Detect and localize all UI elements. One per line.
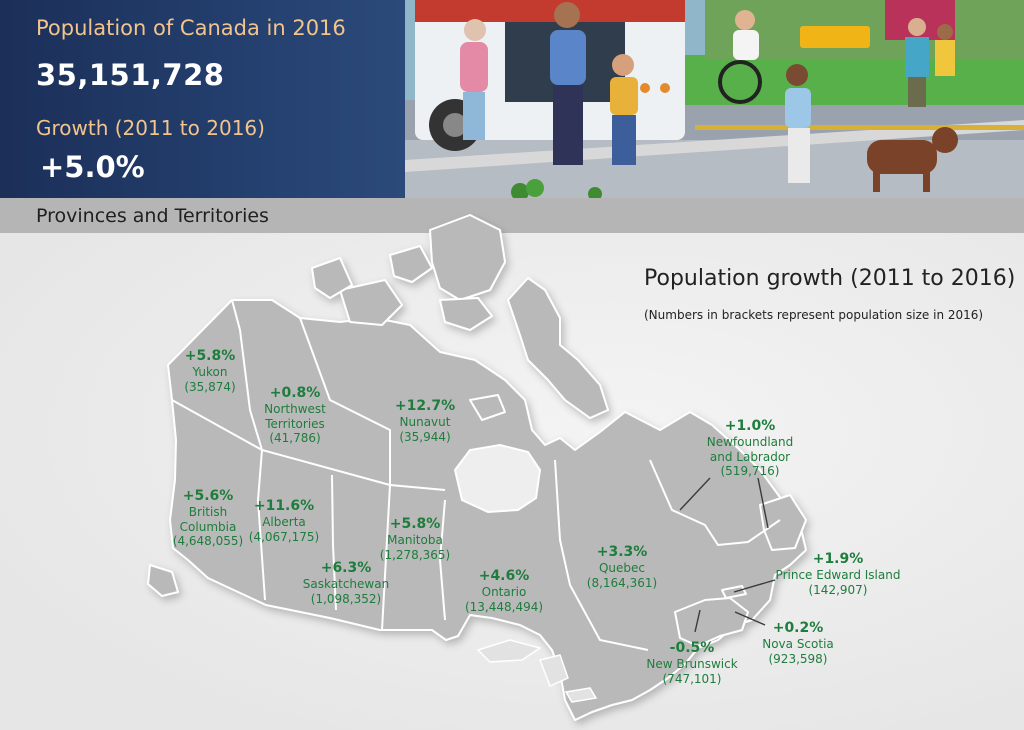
border-nwt-nunavut bbox=[299, 317, 391, 485]
border-alberta-sask bbox=[331, 474, 337, 611]
region-population: (747,101) bbox=[662, 671, 722, 686]
border-ontario-quebec bbox=[554, 459, 649, 651]
region-label-ns: +0.2% Nova Scotia (923,598) bbox=[762, 620, 834, 666]
region-population: (13,448,494) bbox=[464, 599, 544, 614]
region-population: (1,278,365) bbox=[379, 547, 451, 562]
lake-ontario bbox=[564, 687, 598, 703]
header-banner: Population of Canada in 2016 35,151,728 … bbox=[0, 0, 1024, 198]
region-name: Manitoba bbox=[387, 533, 443, 548]
header-panel bbox=[0, 0, 420, 198]
region-population: (35,874) bbox=[184, 379, 236, 394]
devon-island bbox=[439, 297, 493, 331]
arctic-island-small bbox=[389, 245, 433, 283]
legend-note: (Numbers in brackets represent populatio… bbox=[644, 308, 984, 322]
region-name: Nunavut bbox=[399, 415, 451, 430]
street-scene-illustration bbox=[405, 0, 1024, 198]
southampton-island bbox=[469, 394, 506, 421]
growth-pct: +6.3% bbox=[320, 560, 372, 576]
region-population: (519,716) bbox=[720, 464, 780, 479]
growth-pct: +5.8% bbox=[389, 516, 441, 532]
legend-title: Population growth (2011 to 2016) bbox=[644, 266, 1016, 291]
region-population: (41,786) bbox=[269, 431, 321, 446]
region-name: Prince Edward Island bbox=[775, 568, 901, 583]
section-band bbox=[0, 198, 1024, 233]
region-population: (1,098,352) bbox=[310, 591, 382, 606]
region-name: Ontario bbox=[481, 585, 527, 600]
growth-pct: +0.8% bbox=[269, 385, 321, 401]
region-population: (35,944) bbox=[399, 429, 451, 444]
region-label-nunavut: +12.7% Nunavut (35,944) bbox=[395, 398, 455, 444]
region-label-bc: +5.6% British Columbia (4,648,055) bbox=[173, 488, 243, 549]
population-total: 35,151,728 bbox=[36, 58, 225, 92]
growth-pct: +5.6% bbox=[182, 488, 234, 504]
banks-island bbox=[311, 257, 353, 299]
region-population: (142,907) bbox=[808, 582, 868, 597]
region-label-alberta: +11.6% Alberta (4,067,175) bbox=[249, 498, 319, 544]
region-name: British bbox=[188, 505, 228, 520]
section-title: Provinces and Territories bbox=[36, 205, 269, 227]
growth-pct: +1.0% bbox=[724, 418, 776, 434]
lake-superior bbox=[476, 639, 542, 663]
region-name: Saskatchewan bbox=[302, 577, 390, 592]
growth-pct: +4.6% bbox=[478, 568, 530, 584]
border-manitoba-ontario bbox=[438, 499, 446, 621]
region-label-manitoba: +5.8% Manitoba (1,278,365) bbox=[380, 516, 450, 562]
victoria-island bbox=[339, 279, 403, 326]
border-bc-alberta bbox=[256, 449, 266, 601]
region-label-saskatchewan: +6.3% Saskatchewan (1,098,352) bbox=[303, 560, 389, 606]
hudson-bay bbox=[453, 443, 542, 514]
ellesmere-island bbox=[429, 214, 506, 301]
leader-nl-island bbox=[757, 477, 769, 529]
region-population: (4,067,175) bbox=[248, 529, 320, 544]
region-population: (8,164,361) bbox=[586, 575, 658, 590]
growth-pct: +1.9% bbox=[812, 551, 864, 567]
growth-pct: +3.3% bbox=[596, 544, 648, 560]
region-label-ontario: +4.6% Ontario (13,448,494) bbox=[465, 568, 543, 614]
region-name: New Brunswick bbox=[646, 657, 738, 672]
growth-pct: +12.7% bbox=[394, 398, 456, 414]
leader-nb bbox=[694, 609, 701, 633]
growth-value: +5.0% bbox=[40, 150, 145, 184]
baffin-island bbox=[507, 277, 609, 419]
lake-huron bbox=[538, 654, 569, 688]
region-population: (4,648,055) bbox=[172, 534, 244, 549]
leader-nl bbox=[679, 477, 711, 511]
region-label-nwt: +0.8% Northwest Territories (41,786) bbox=[264, 385, 326, 446]
growth-pct: -0.5% bbox=[669, 640, 715, 656]
region-name: Nova Scotia bbox=[762, 637, 834, 652]
region-label-nl: +1.0% Newfoundland and Labrador (519,716… bbox=[707, 418, 793, 479]
growth-title: Growth (2011 to 2016) bbox=[36, 116, 265, 140]
region-population: (923,598) bbox=[768, 651, 828, 666]
region-label-nb: -0.5% New Brunswick (747,101) bbox=[646, 640, 737, 686]
region-name-line2: and Labrador bbox=[709, 449, 791, 464]
header-title: Population of Canada in 2016 bbox=[36, 16, 346, 40]
leader-pei bbox=[733, 579, 776, 593]
region-name: Newfoundland bbox=[706, 435, 794, 450]
border-sask-manitoba bbox=[381, 484, 391, 631]
vancouver-island bbox=[147, 564, 179, 597]
region-name: Quebec bbox=[598, 561, 646, 576]
region-name: Alberta bbox=[262, 515, 306, 530]
border-quebec-labrador bbox=[649, 459, 781, 547]
growth-pct: +5.8% bbox=[184, 348, 236, 364]
border-yukon-nwt bbox=[231, 299, 263, 451]
region-name-line2: Columbia bbox=[179, 519, 237, 534]
region-name: Northwest bbox=[264, 402, 326, 417]
region-name-line2: Territories bbox=[265, 416, 325, 431]
growth-pct: +0.2% bbox=[772, 620, 824, 636]
region-label-yukon: +5.8% Yukon (35,874) bbox=[184, 348, 235, 394]
maritimes bbox=[674, 597, 749, 647]
leader-ns bbox=[734, 611, 766, 626]
border-60th-parallel bbox=[171, 399, 446, 491]
region-name: Yukon bbox=[192, 365, 228, 380]
region-label-quebec: +3.3% Quebec (8,164,361) bbox=[587, 544, 657, 590]
region-label-pei: +1.9% Prince Edward Island (142,907) bbox=[776, 551, 901, 597]
growth-pct: +11.6% bbox=[253, 498, 315, 514]
